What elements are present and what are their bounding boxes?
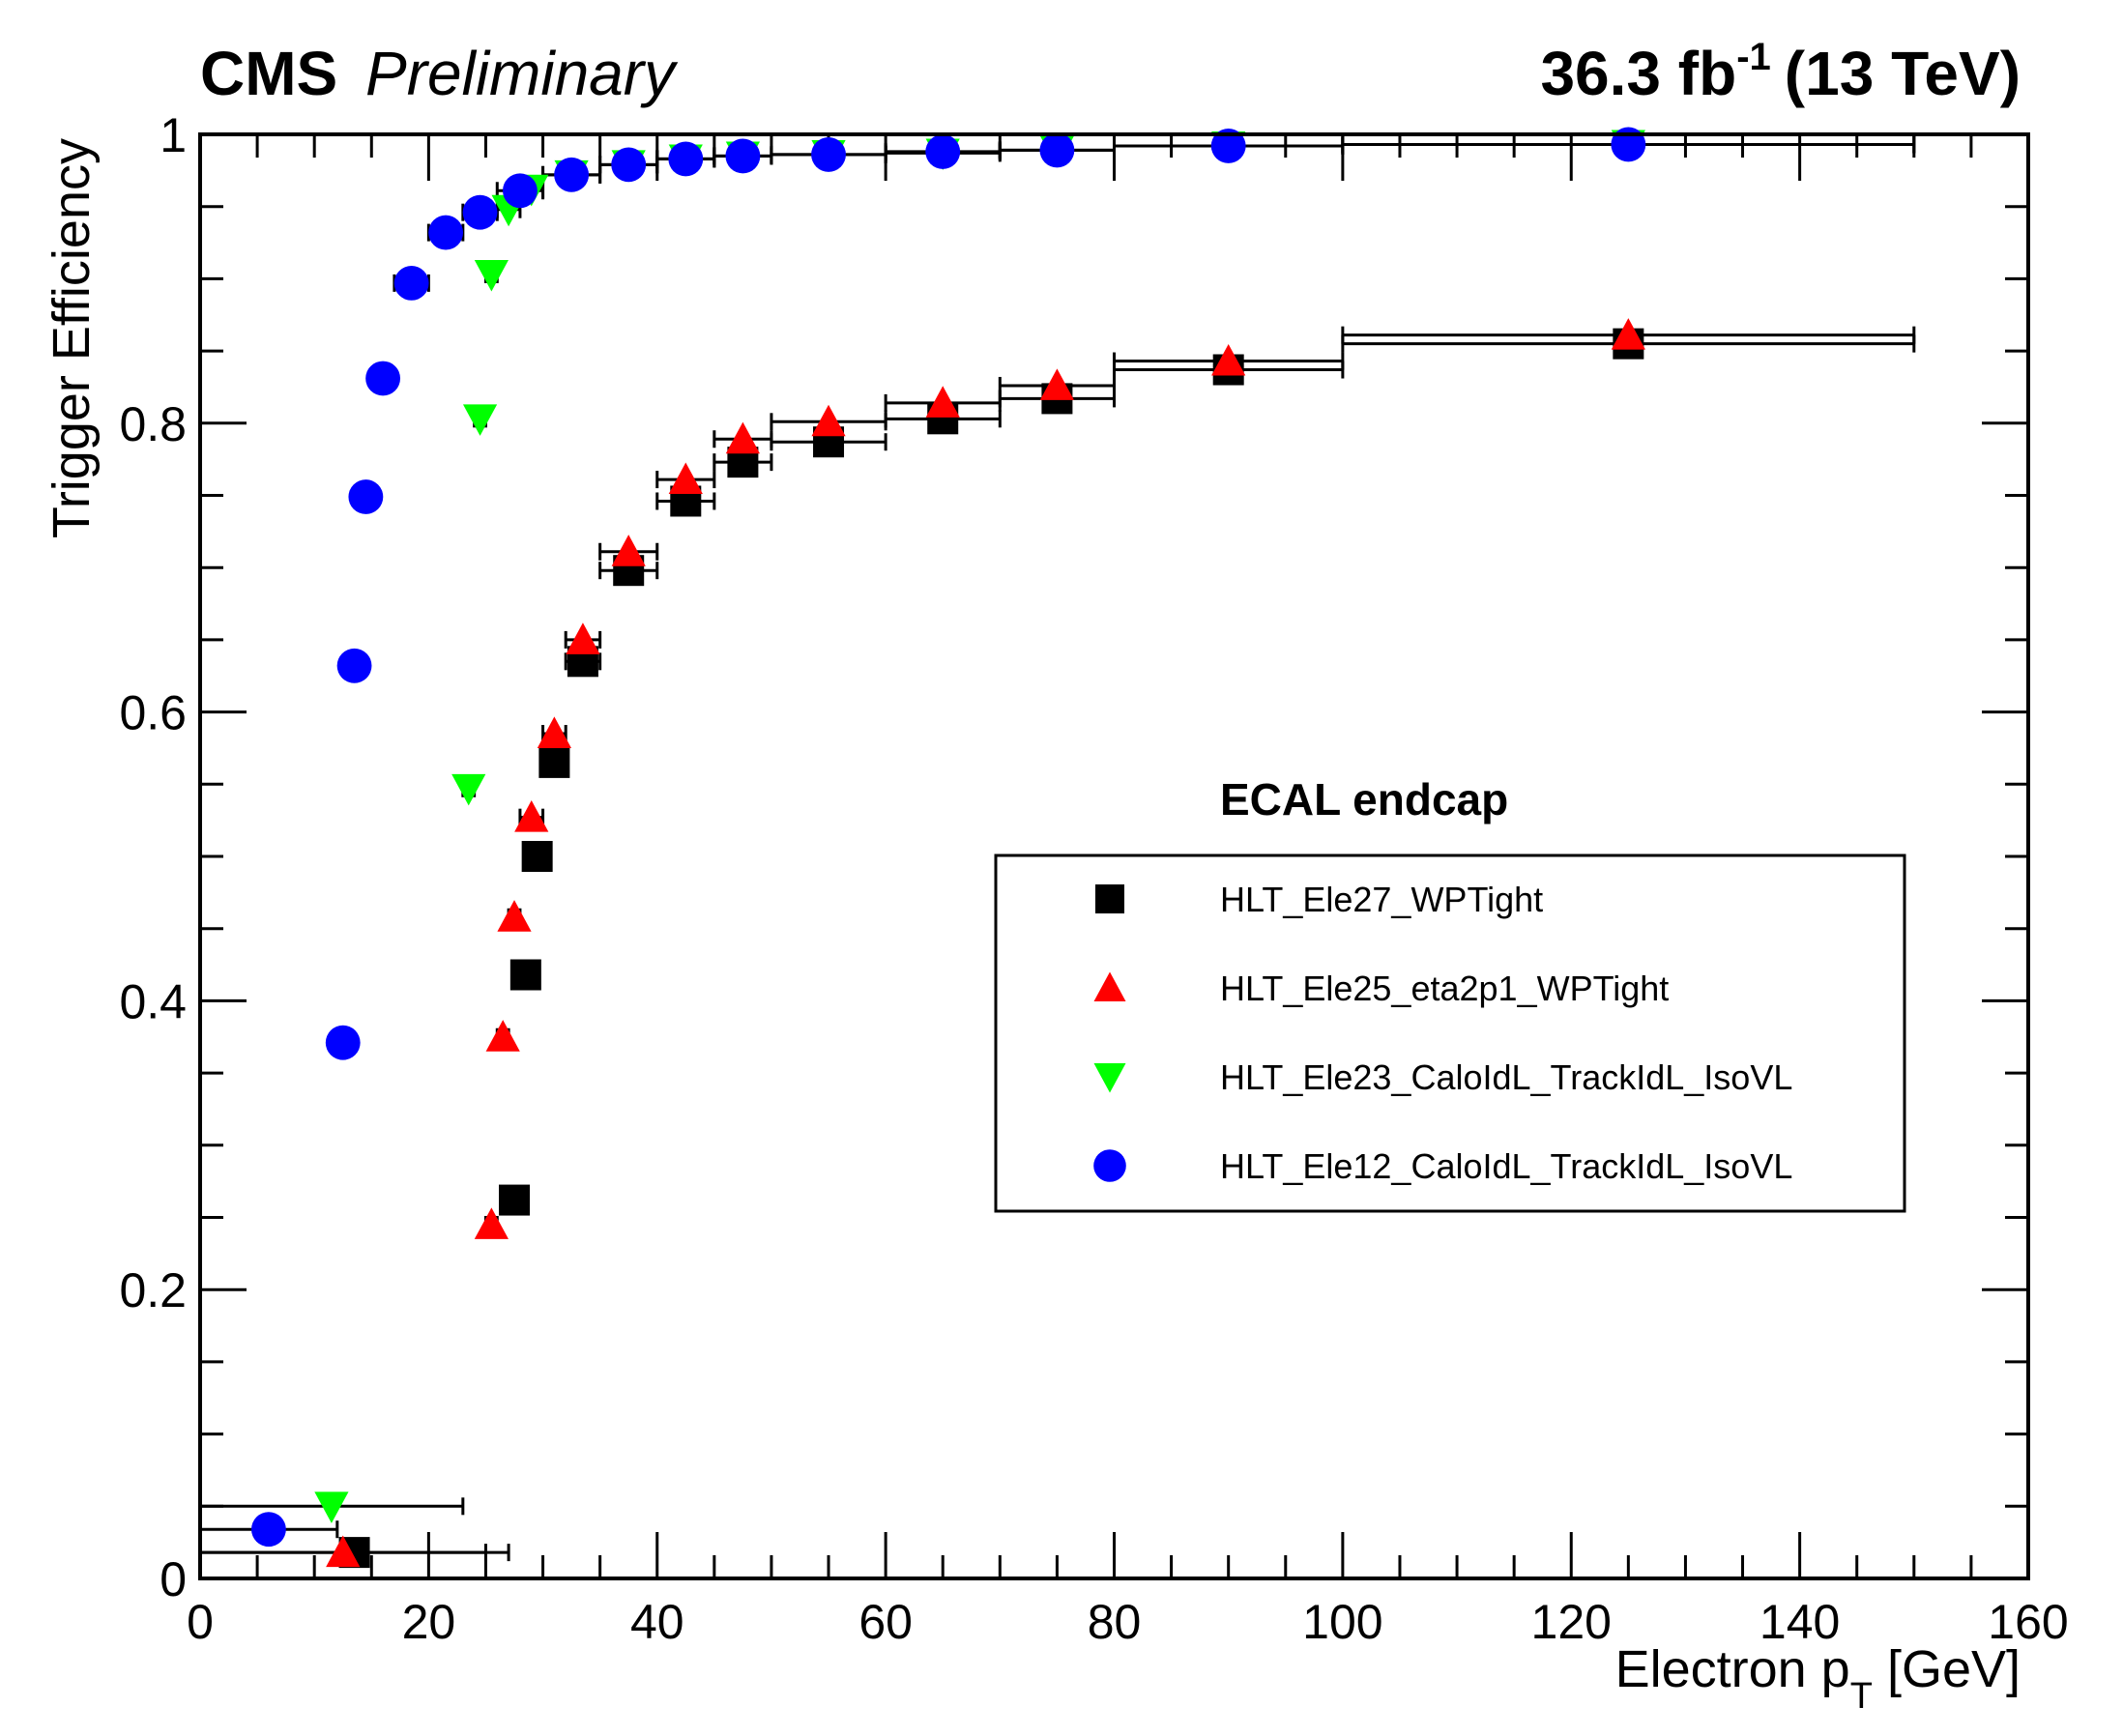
x-tick-label: 120 <box>1531 1595 1612 1649</box>
data-point-series-3 <box>668 141 704 177</box>
data-point-series-1 <box>1611 318 1645 350</box>
legend-box <box>994 854 1906 1213</box>
x-tick-label: 0 <box>187 1595 214 1649</box>
data-point-series-1 <box>514 800 549 832</box>
legend-label-2: HLT_Ele23_CaloIdL_TrackIdL_IsoVL <box>1220 1057 1792 1097</box>
luminosity-label: 36.3 fb-1 (13 TeV) <box>1540 36 2021 108</box>
legend-title: ECAL endcap <box>1220 774 1508 825</box>
data-point-series-3 <box>611 147 647 183</box>
legend-marker-1 <box>1093 971 1126 1002</box>
data-point-series-3 <box>1039 132 1075 168</box>
x-axis-title-unit: [GeV] <box>1873 1640 2021 1698</box>
data-point-series-1 <box>611 535 646 566</box>
data-point-series-3 <box>250 1512 286 1548</box>
data-point-series-0 <box>509 959 541 991</box>
data-point-series-3 <box>393 265 429 301</box>
data-point-series-1 <box>485 1020 520 1052</box>
energy-label: (13 TeV) <box>1785 39 2021 108</box>
plot-frame <box>198 132 2030 1580</box>
y-tick-label: 1 <box>160 108 187 162</box>
legend-label-3: HLT_Ele12_CaloIdL_TrackIdL_IsoVL <box>1220 1146 1792 1186</box>
axis-ticks: 0 20 40 60 80 100 120 140 160 0 0.2 0.4 0.6 0.8 1 <box>119 108 2068 1649</box>
error-bars <box>198 135 1916 1562</box>
x-tick-label: 20 <box>402 1595 456 1649</box>
legend-marker-0 <box>1095 884 1124 913</box>
x-axis-title-subscript: T <box>1850 1676 1873 1717</box>
data-point-series-3 <box>925 134 961 169</box>
x-axis-title: Electron pT [GeV] <box>1615 1640 2021 1717</box>
y-tick-label: 0 <box>160 1552 187 1606</box>
legend-marker-3 <box>1093 1149 1126 1182</box>
data-point-series-3 <box>1611 127 1646 162</box>
data-point-series-1 <box>1039 368 1075 400</box>
data-point-series-3 <box>1210 129 1246 163</box>
experiment-label: CMS <box>200 39 337 108</box>
data-markers <box>250 127 1646 1569</box>
data-point-series-1 <box>1211 343 1246 376</box>
data-point-series-3 <box>365 361 401 396</box>
data-point-series-1 <box>566 622 600 654</box>
y-tick-label: 0.4 <box>119 974 187 1028</box>
data-point-series-2 <box>474 259 509 292</box>
x-tick-label: 40 <box>630 1595 684 1649</box>
data-point-series-2 <box>451 773 486 806</box>
data-point-series-2 <box>314 1491 349 1523</box>
luminosity-value: 36.3 fb <box>1540 39 1736 108</box>
data-point-series-3 <box>348 479 384 514</box>
data-point-series-3 <box>811 136 846 172</box>
status-label: Preliminary <box>365 39 679 108</box>
y-tick-label: 0.6 <box>119 686 187 740</box>
data-point-series-3 <box>462 194 498 230</box>
data-point-series-3 <box>428 215 464 250</box>
data-point-series-1 <box>326 1535 361 1568</box>
data-point-series-0 <box>499 1184 531 1216</box>
legend-marker-2 <box>1093 1062 1126 1093</box>
x-axis-title-main: Electron p <box>1615 1640 1850 1698</box>
data-point-series-1 <box>925 386 960 418</box>
data-point-series-1 <box>537 716 571 748</box>
legend-entries: HLT_Ele27_WPTight HLT_Ele25_eta2p1_WPTigh… <box>1093 880 1792 1186</box>
x-tick-label: 80 <box>1088 1595 1142 1649</box>
data-point-series-0 <box>538 746 570 778</box>
data-point-series-1 <box>725 421 760 454</box>
y-tick-label: 0.2 <box>119 1263 187 1317</box>
y-tick-label: 0.8 <box>119 397 187 451</box>
data-point-series-2 <box>462 404 498 436</box>
x-tick-label: 100 <box>1302 1595 1382 1649</box>
legend-label-1: HLT_Ele25_eta2p1_WPTight <box>1220 969 1669 1008</box>
x-tick-label: 140 <box>1759 1595 1840 1649</box>
luminosity-exponent: -1 <box>1736 36 1771 78</box>
data-point-series-1 <box>497 900 532 932</box>
data-point-series-3 <box>554 157 590 192</box>
legend-label-0: HLT_Ele27_WPTight <box>1220 880 1543 919</box>
data-point-series-1 <box>811 404 846 437</box>
data-point-series-3 <box>503 173 538 209</box>
data-point-series-1 <box>668 462 703 495</box>
data-point-series-3 <box>725 138 761 174</box>
x-tick-label: 60 <box>858 1595 913 1649</box>
data-point-series-3 <box>325 1025 361 1060</box>
data-point-series-0 <box>521 841 553 872</box>
y-axis-title: Trigger Efficiency <box>43 138 101 538</box>
x-tick-label: 160 <box>1988 1595 2068 1649</box>
data-point-series-1 <box>474 1207 509 1239</box>
data-point-series-3 <box>336 648 372 683</box>
